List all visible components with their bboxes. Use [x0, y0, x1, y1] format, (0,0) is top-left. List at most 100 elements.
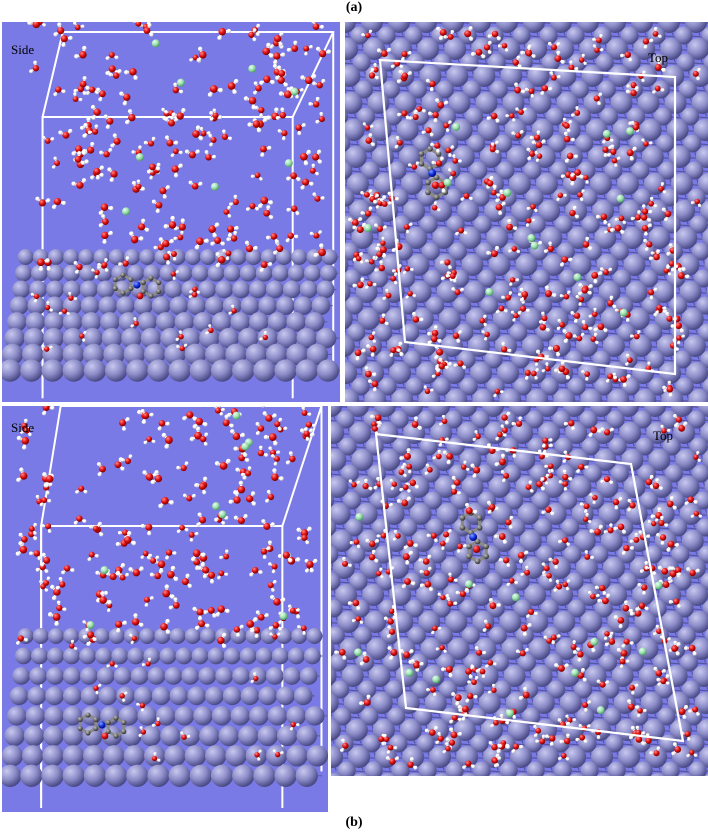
hydrogen-atom — [536, 130, 541, 135]
hydrogen-atom — [637, 210, 641, 214]
oxygen-atom — [233, 626, 241, 633]
hydrogen-atom — [394, 145, 399, 149]
hydrogen-atom — [630, 120, 635, 125]
oxygen-atom — [635, 729, 642, 736]
metal-atom — [421, 464, 440, 483]
metal-atom — [399, 296, 418, 315]
hydrogen-atom — [285, 460, 290, 465]
metal-atom — [513, 227, 536, 249]
hydrogen-atom — [613, 615, 618, 620]
hydrogen-atom — [596, 593, 600, 598]
oxygen-atom — [539, 324, 547, 331]
metal-atom — [434, 626, 453, 645]
oxygen-atom — [398, 469, 405, 476]
hydrogen-atom — [428, 566, 432, 571]
oxygen-atom — [578, 57, 585, 63]
oxygen-atom — [101, 261, 108, 269]
hydrogen-atom — [262, 555, 267, 560]
metal-atom — [303, 647, 321, 665]
oxygen-atom — [303, 45, 310, 52]
metal-atom — [364, 761, 383, 776]
hydrogen-atom — [506, 582, 510, 587]
hydrogen-atom — [86, 641, 91, 647]
hydrogen-atom — [170, 116, 174, 120]
hydrogen-atom — [180, 218, 186, 223]
chloride-ion — [443, 178, 452, 187]
hydrogen-atom — [455, 701, 460, 706]
hydrogen-atom — [96, 87, 101, 92]
hydrogen-atom — [696, 76, 700, 81]
hydrogen-atom — [498, 743, 503, 748]
hydrogen-atom — [253, 617, 258, 622]
hydrogen-atom — [266, 115, 271, 121]
carbon-atom — [418, 150, 425, 157]
oxygen-atom — [658, 519, 665, 527]
hydrogen-atom — [607, 223, 611, 227]
metal-atom — [409, 503, 432, 525]
hydrogen-atom — [570, 181, 575, 186]
oxygen-atom — [617, 523, 625, 531]
metal-atom — [341, 665, 364, 687]
hydrogen-atom — [140, 523, 145, 528]
hydrogen-atom — [486, 250, 491, 255]
hydrogen-atom — [602, 140, 606, 144]
hydrogen-atom — [303, 160, 309, 166]
hydrogen-atom — [263, 117, 268, 123]
metal-atom — [390, 410, 409, 429]
metal-atom — [648, 449, 671, 471]
metal-atom — [632, 584, 655, 606]
hydrogen-atom — [304, 52, 308, 56]
hydrogen-atom — [175, 337, 179, 342]
metal-atom — [685, 161, 704, 180]
oxygen-atom — [260, 145, 267, 153]
hydrogen-atom — [311, 22, 316, 24]
oxygen-atom — [74, 145, 83, 153]
metal-atom — [286, 312, 306, 332]
hydrogen-atom — [87, 557, 92, 562]
metal-atom — [155, 706, 176, 726]
hydrogen-atom — [370, 124, 374, 129]
metal-atom — [675, 599, 694, 618]
hydrogen-atom — [309, 568, 315, 573]
hydrogen-atom — [515, 107, 519, 111]
oxygen-atom — [612, 498, 620, 506]
hydrogen-atom — [141, 663, 146, 667]
oxygen-atom — [511, 246, 518, 252]
hydrogen-atom — [494, 506, 499, 511]
metal-atom — [702, 228, 708, 248]
hydrogen-atom — [164, 584, 170, 589]
hydrogen-atom — [189, 290, 193, 294]
hydrogen-atom — [581, 53, 586, 58]
metal-atom — [613, 269, 632, 288]
hydrogen-atom — [568, 120, 573, 124]
oxygen-atom — [272, 634, 278, 640]
oxygen-atom — [602, 146, 609, 153]
oxygen-atom — [513, 312, 519, 319]
hydrogen-atom — [267, 145, 272, 150]
hydrogen-atom — [646, 534, 651, 539]
hydrogen-atom — [634, 532, 639, 537]
hydrogen-atom — [598, 271, 603, 276]
hydrogen-atom — [202, 574, 208, 579]
metal-atom — [407, 626, 426, 645]
hydrogen-atom — [571, 426, 576, 431]
oxygen-atom — [131, 635, 138, 642]
hydrogen-atom — [82, 519, 87, 524]
hydrogen-atom — [677, 341, 681, 345]
hydrogen-atom — [566, 542, 571, 547]
metal-atom — [331, 666, 337, 686]
metal-surface — [331, 406, 708, 776]
metal-atom — [143, 647, 161, 665]
oxygen-atom — [505, 519, 512, 526]
hydrogen-atom — [509, 282, 513, 287]
oxygen-atom — [17, 635, 24, 642]
hydrogen-atom — [513, 226, 518, 231]
oxygen-atom — [133, 320, 139, 327]
metal-atom — [311, 296, 331, 316]
hydrogen-atom — [365, 538, 370, 543]
hydrogen-atom — [157, 426, 162, 431]
metal-atom — [695, 146, 708, 168]
oxygen-atom — [251, 566, 259, 574]
oxygen-atom — [594, 47, 600, 53]
metal-atom — [610, 242, 629, 261]
